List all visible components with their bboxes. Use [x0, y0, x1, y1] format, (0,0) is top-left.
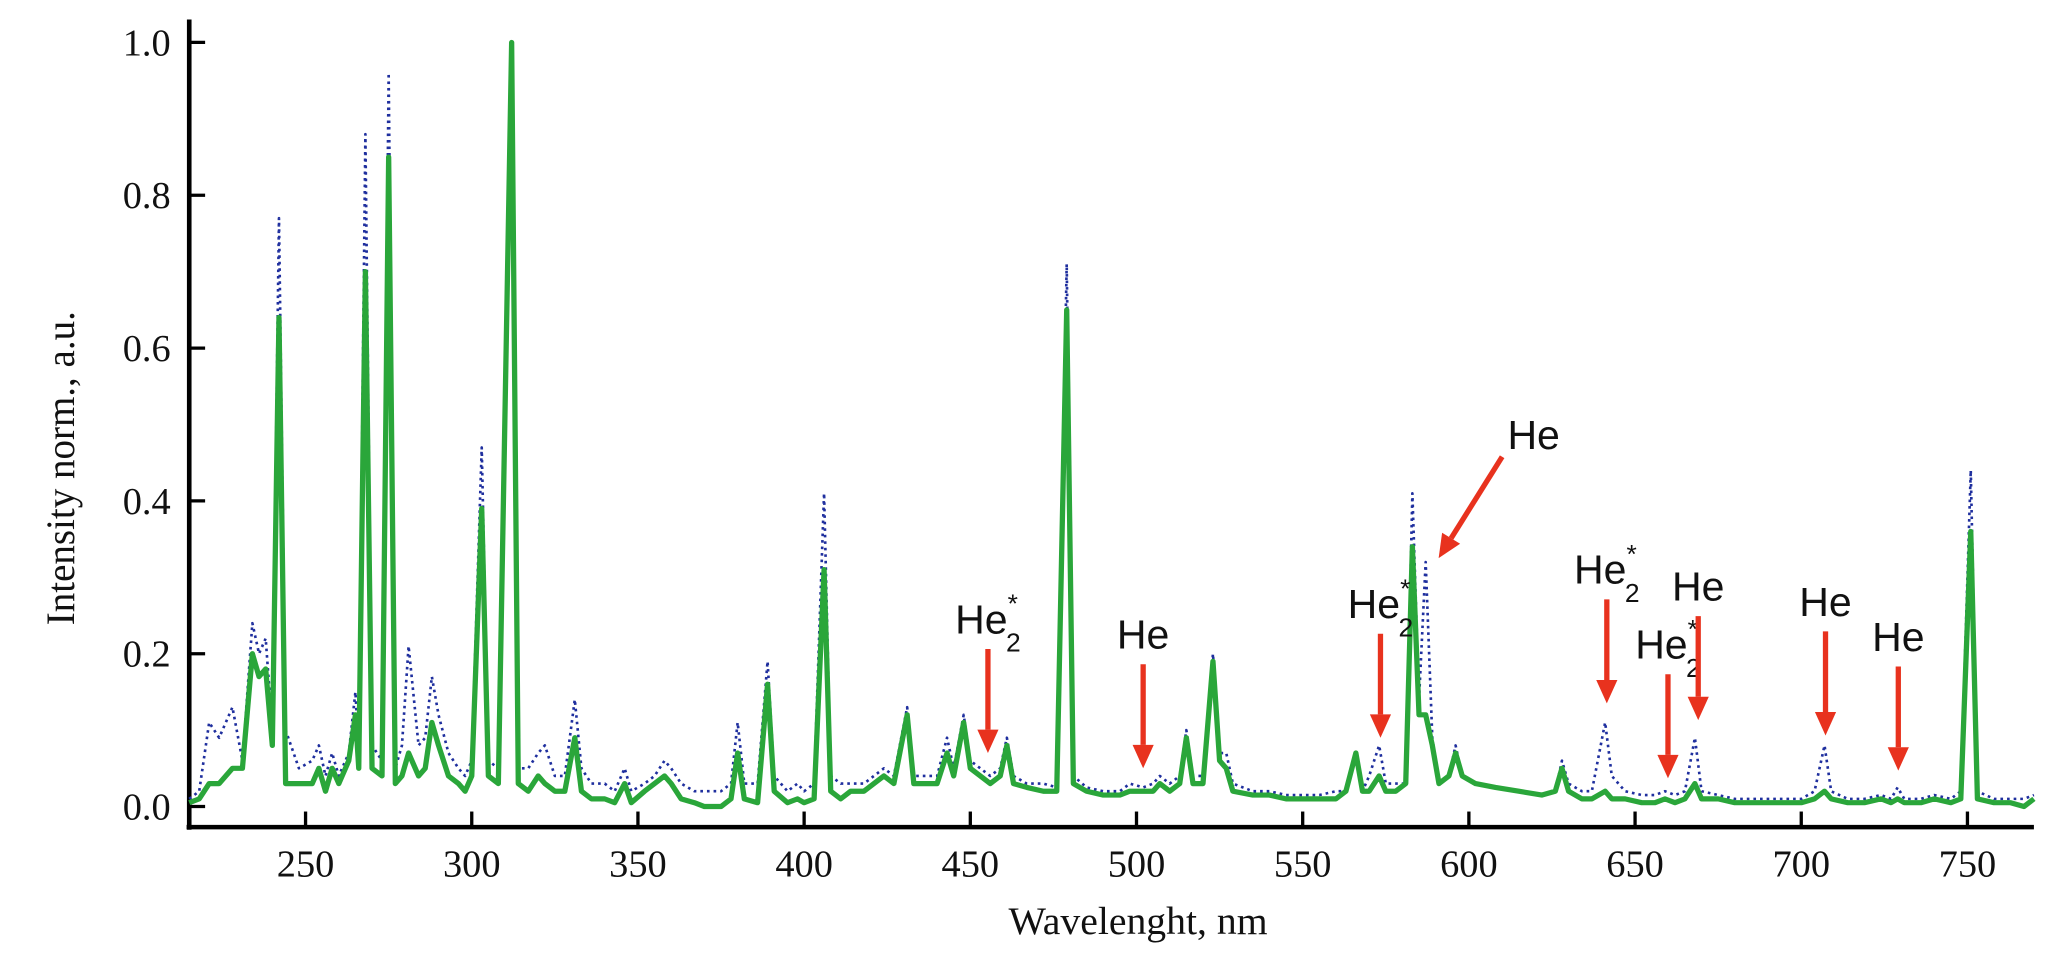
annotation-text: He: [1574, 547, 1626, 593]
x-tick-label: 300: [443, 844, 501, 886]
annotation-sup: *: [1626, 539, 1636, 569]
annotation-text: He: [1799, 579, 1851, 625]
annotation-text: He: [1117, 612, 1169, 658]
annotation-text: He: [1348, 581, 1400, 627]
y-tick-label: 0.4: [123, 481, 171, 523]
x-tick-label: 350: [609, 844, 667, 886]
annotation-sub: 2: [1399, 613, 1414, 643]
annotation-label: He: [1799, 579, 1851, 625]
annotation-arrowhead: [977, 729, 999, 754]
annotation-label: He: [1672, 564, 1724, 610]
annotation-arrowhead: [1687, 696, 1709, 721]
series-line: [188, 41, 2035, 801]
annotation-label: He* 2: [1635, 614, 1701, 683]
annotation-arrowhead: [1887, 747, 1909, 771]
annotation-text: He: [1507, 412, 1559, 458]
x-tick-label: 250: [277, 844, 335, 886]
annotation-sup: *: [1688, 614, 1698, 644]
annotation-label: He* 2: [955, 589, 1021, 658]
y-tick-label: 1.0: [123, 23, 171, 65]
annotation-arrowhead: [1657, 754, 1679, 779]
annotation-arrowhead: [1132, 744, 1154, 769]
x-tick-label: 500: [1108, 844, 1166, 886]
annotation-label: He* 2: [1574, 539, 1640, 608]
annotation-label: He* 2: [1348, 573, 1414, 642]
annotation-arrowhead: [1438, 532, 1461, 559]
annotation-sub: 2: [1006, 628, 1021, 658]
annotation-arrowhead: [1814, 712, 1837, 736]
annotation-arrow: [1448, 455, 1505, 540]
x-tick-label: 700: [1772, 844, 1830, 886]
annotation-sup: *: [1400, 573, 1410, 603]
annotation-text: He: [955, 597, 1007, 643]
y-tick-label: 0.2: [123, 634, 171, 676]
x-tick-label: 550: [1274, 844, 1332, 886]
x-tick-label: 450: [942, 844, 1000, 886]
annotation-sup: *: [1008, 589, 1018, 619]
y-axis-label: Intensity norm., a.u.: [39, 311, 83, 625]
annotation-label: He: [1117, 612, 1169, 658]
x-tick-label: 400: [775, 844, 833, 886]
x-tick-label: 650: [1606, 844, 1664, 886]
x-tick-label: 600: [1440, 844, 1498, 886]
annotation-label: He: [1872, 614, 1924, 660]
y-tick-label: 0.0: [123, 787, 171, 829]
y-tick-label: 0.6: [123, 328, 171, 370]
annotation-text: He: [1672, 564, 1724, 610]
series-line: [188, 39, 2036, 810]
x-tick-label: 750: [1939, 844, 1997, 886]
annotation-arrowhead: [1369, 714, 1392, 738]
x-axis-label: Wavelenght, nm: [1008, 899, 1267, 943]
annotation-label: He: [1507, 412, 1559, 458]
annotation-sub: 2: [1625, 578, 1640, 608]
y-tick-label: 0.8: [123, 176, 171, 218]
annotation-arrowhead: [1596, 679, 1618, 704]
annotation-text: He: [1872, 614, 1924, 660]
annotation-text: He: [1635, 622, 1687, 668]
